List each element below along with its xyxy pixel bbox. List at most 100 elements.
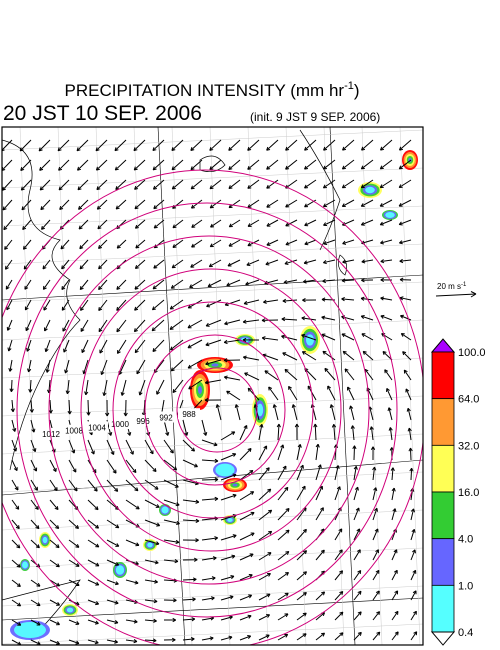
wind-arrow-head [263,299,267,304]
wind-arrow [323,199,336,208]
wind-arrow [7,319,13,331]
wind-arrow-head [399,258,404,264]
wind-arrow [398,179,412,188]
wind-arrow [353,631,362,641]
wind-arrow [144,519,160,527]
wind-arrow-head [73,487,78,492]
wind-arrow-head [266,184,271,189]
wind-arrow [353,466,357,481]
isobar [176,367,258,453]
wind-arrow-head [228,223,233,228]
wind-arrow [11,579,21,587]
wind-arrow-head [56,640,60,645]
wind-arrow-head [322,184,327,189]
grid-line [2,585,423,607]
wind-arrow [349,405,355,421]
wind-arrow [80,319,89,332]
wind-arrow [258,445,268,461]
wind-arrow [341,333,355,341]
wind-arrow [391,467,394,481]
wind-arrow-head [116,328,121,333]
wind-arrow-head [64,369,69,374]
wind-arrow-head [232,534,237,539]
wind-arrow [144,599,158,603]
wind-arrow [58,179,70,191]
wind-arrow [228,179,241,189]
wind-arrow-head [170,367,175,372]
wind-arrow-head [156,390,160,395]
wind-arrow [172,379,184,393]
wind-arrow-head [226,282,231,287]
wind-arrow [10,379,13,392]
wind-arrow [333,424,336,441]
wind-arrow-head [373,487,378,492]
wind-arrow [182,519,199,522]
wind-arrow-head [285,203,290,208]
wind-arrow-head [59,206,64,211]
wind-arrow-head [95,147,100,152]
wind-arrow-head [133,147,138,152]
wind-arrow [49,499,59,510]
wind-arrow [258,614,270,621]
wind-arrow-head [154,579,158,584]
wind-arrow [401,333,412,341]
wind-arrow [370,426,374,441]
title-main: PRECIPITATION INTENSITY (mm hr [64,81,344,100]
wind-arrow-head [133,328,138,333]
wind-arrow [402,351,412,361]
wind-arrow [201,577,216,581]
wind-arrow-head [361,259,366,264]
wind-arrow [410,468,413,481]
wind-arrow-head [403,369,408,374]
wind-arrow [410,570,417,581]
wind-arrow [228,159,241,170]
wind-arrow [49,559,60,568]
wind-arrow [258,552,272,561]
wind-arrow-head [134,265,139,269]
precip-patch [215,463,235,477]
wind-arrow-head [95,562,100,567]
wind-arrow [353,445,356,461]
wind-arrow-head [36,621,41,626]
wind-arrow-head [339,611,344,616]
wind-arrow [29,379,32,393]
wind-arrow [133,159,146,171]
wind-arrow [125,579,139,584]
wind-arrow-head [191,617,196,622]
wind-arrow [152,159,165,171]
wind-arrow [77,179,89,191]
wind-arrow [284,369,298,381]
wind-arrow [49,479,58,491]
wind-arrow [284,259,298,265]
wind-arrow [304,159,317,170]
wind-arrow [106,539,120,547]
wind-arrow-head [187,344,192,349]
wind-arrow-head [41,225,45,230]
isobar-label: 988 [182,410,196,419]
wind-arrow [315,464,322,481]
wind-arrow [98,319,108,332]
wind-arrow-head [35,544,40,549]
wind-arrow-head [300,464,304,469]
wind-arrow [66,379,70,394]
wind-arrow-head [380,240,384,245]
wind-arrow [68,619,80,625]
wind-arrow [191,239,203,248]
wind-arrow-head [152,348,157,353]
wind-arrow [228,239,241,247]
wind-arrow [380,139,393,151]
wind-arrow-head [4,245,9,250]
wind-arrow [228,139,241,151]
wind-arrow-head [302,571,307,576]
wind-arrow-head [322,165,327,170]
wind-arrow-head [322,203,327,208]
wind-arrow-head [266,146,271,151]
wind-arrow [77,159,89,171]
wind-arrow-head [398,202,403,207]
wind-arrow-head [360,165,365,170]
wind-arrow-head [134,580,139,585]
wind-arrow-head [376,611,381,616]
wind-arrow [322,350,336,361]
wind-arrow-head [321,591,326,596]
wind-arrow [43,299,51,311]
